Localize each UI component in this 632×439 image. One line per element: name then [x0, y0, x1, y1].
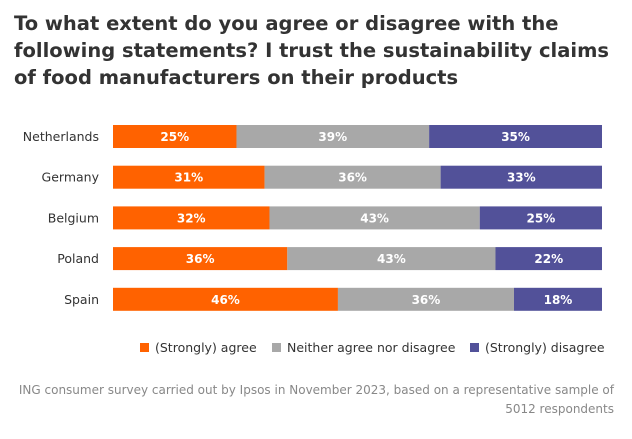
category-label-belgium: Belgium: [48, 210, 99, 225]
bar-poland-neither: [287, 247, 496, 271]
legend-swatch-disagree: [470, 343, 479, 352]
source-footnote: ING consumer survey carried out by Ipsos…: [18, 383, 614, 416]
bar-spain-disagree: [513, 287, 602, 311]
chart-legend: (Strongly) agree Neither agree nor disag…: [0, 340, 632, 360]
bar-netherlands-neither: [236, 125, 430, 148]
chart-title: To what extent do you agree or disagree …: [14, 12, 610, 89]
category-label-poland: Poland: [57, 251, 99, 266]
bar-netherlands-agree: [113, 125, 237, 148]
bar-germany-neither: [264, 165, 441, 189]
bar-poland-agree: [113, 247, 288, 271]
value-label-germany-agree: 31%: [174, 171, 203, 185]
value-label-poland-neither: 43%: [377, 252, 406, 266]
bar-belgium-agree: [113, 206, 270, 230]
legend-label-neither: Neither agree nor disagree: [287, 340, 456, 355]
value-label-germany-neither: 36%: [338, 171, 367, 185]
legend-item-neither: Neither agree nor disagree: [272, 340, 455, 355]
bar-germany-disagree: [440, 165, 602, 189]
legend-label-disagree: (Strongly) disagree: [485, 340, 605, 355]
stacked-bar-chart: Netherlands 25% 39% 35% Germany 31% 36% 33% Belg…: [23, 125, 602, 311]
value-label-spain-agree: 46%: [211, 293, 240, 307]
value-label-netherlands-neither: 39%: [318, 130, 347, 144]
legend-item-agree: (Strongly) agree: [140, 340, 257, 355]
bar-belgium-neither: [269, 206, 480, 230]
category-label-spain: Spain: [64, 292, 99, 307]
value-label-poland-disagree: 22%: [534, 252, 563, 266]
bar-belgium-disagree: [479, 206, 602, 230]
value-label-germany-disagree: 33%: [507, 171, 536, 185]
value-label-spain-disagree: 18%: [544, 293, 573, 307]
bar-spain-agree: [113, 287, 338, 311]
bar-netherlands-disagree: [429, 125, 602, 148]
bar-poland-disagree: [495, 247, 602, 271]
bar-spain-neither: [337, 287, 514, 311]
value-label-netherlands-agree: 25%: [160, 130, 189, 144]
value-label-belgium-neither: 43%: [360, 211, 389, 225]
legend-label-agree: (Strongly) agree: [155, 340, 257, 355]
legend-swatch-agree: [140, 343, 149, 352]
legend-item-disagree: (Strongly) disagree: [470, 340, 605, 355]
value-label-spain-neither: 36%: [412, 293, 441, 307]
category-label-germany: Germany: [42, 170, 100, 185]
value-label-netherlands-disagree: 35%: [501, 130, 530, 144]
value-label-belgium-agree: 32%: [177, 211, 206, 225]
legend-swatch-neither: [272, 343, 281, 352]
category-label-netherlands: Netherlands: [23, 129, 99, 144]
bar-germany-agree: [113, 165, 265, 189]
value-label-poland-agree: 36%: [186, 252, 215, 266]
value-label-belgium-disagree: 25%: [527, 211, 556, 225]
